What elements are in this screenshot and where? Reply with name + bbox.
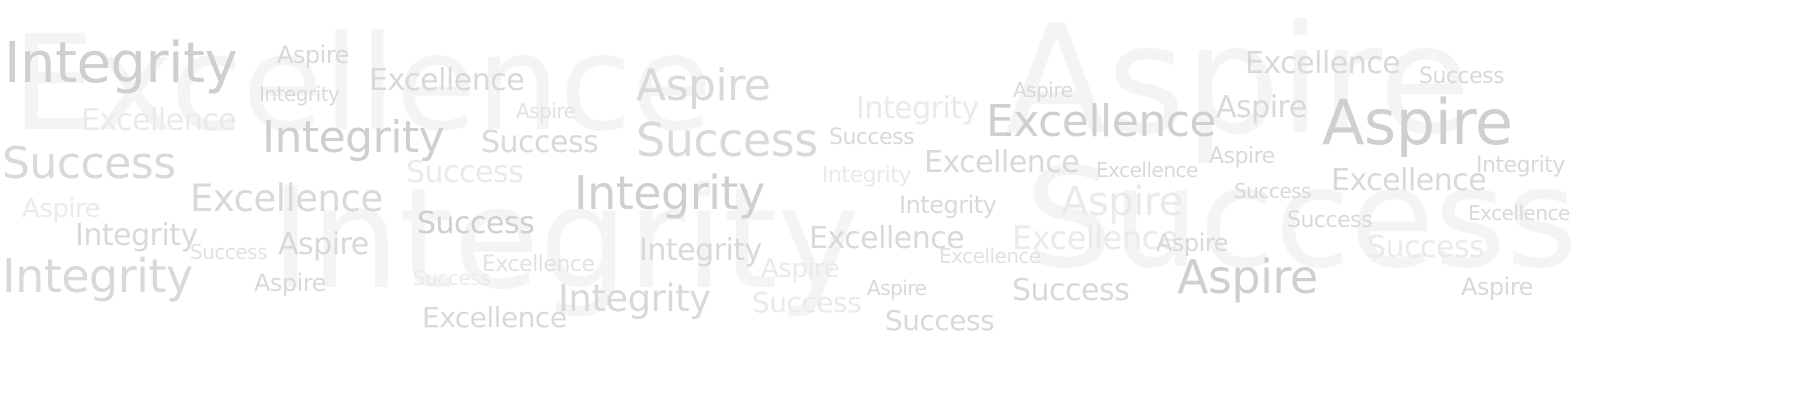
word-aspire: Aspire [22, 194, 101, 224]
word-success: Excellence [482, 252, 595, 277]
bg-word-success: Success [1025, 138, 1578, 299]
word-aspire: Excellence [1468, 201, 1570, 225]
word-integrity: Integrity [558, 277, 711, 320]
word-integrity: Aspire [1061, 179, 1183, 225]
word-integrity: Excellence [1012, 219, 1178, 257]
word-excellence: Aspire [867, 276, 927, 300]
word-success: Success [2, 138, 176, 189]
word-aspire: Success [413, 266, 491, 290]
word-success: Aspire [278, 227, 369, 262]
word-excellence: Aspire [254, 269, 326, 297]
word-aspire: Integrity [639, 233, 762, 268]
word-success: Excellence [809, 221, 965, 256]
word-success: Excellence [422, 301, 567, 334]
word-success: Integrity [75, 218, 198, 253]
word-aspire: Success [1234, 179, 1312, 203]
word-integrity: Success [481, 125, 599, 160]
word-integrity: Integrity [856, 91, 979, 126]
word-success: Integrity [1476, 153, 1565, 178]
word-excellence: Excellence [81, 103, 237, 138]
word-integrity: Success [190, 240, 268, 264]
word-success: Success [636, 113, 818, 167]
word-success: Aspire [1209, 144, 1275, 169]
word-aspire: Integrity [262, 112, 445, 163]
word-excellence: Aspire [1156, 229, 1228, 257]
word-aspire: Success [1012, 273, 1130, 308]
word-aspire: Aspire [1322, 86, 1513, 159]
word-integrity: Integrity [4, 31, 238, 96]
word-aspire: Aspire [1461, 273, 1533, 301]
word-success: Success [829, 125, 915, 150]
word-integrity: Excellence [1331, 163, 1487, 198]
word-excellence: Integrity [2, 249, 193, 303]
word-excellence: Excellence [986, 96, 1217, 147]
word-success: Success [1287, 208, 1373, 233]
word-aspire: Aspire [1013, 78, 1073, 102]
word-excellence: Success [1367, 230, 1485, 265]
word-success: Aspire [1177, 250, 1318, 304]
word-integrity: Integrity [259, 82, 340, 106]
bg-word-integrity: Integrity [270, 158, 860, 321]
word-aspire: Success [406, 155, 524, 190]
word-integrity: Integrity [899, 191, 997, 219]
word-excellence: Success [417, 206, 535, 241]
bg-word-excellence: Excellence [12, 7, 713, 161]
word-success: Success [885, 304, 995, 337]
word-aspire: Aspire [636, 60, 771, 111]
word-excellence: Excellence [190, 177, 383, 220]
word-integrity: Excellence [1096, 158, 1198, 182]
word-aspire: Aspire [516, 99, 576, 123]
word-excellence: Excellence [924, 145, 1080, 180]
word-success: Success [1419, 64, 1505, 89]
word-excellence: Excellence [1245, 46, 1401, 81]
word-aspire: Aspire [277, 41, 349, 69]
word-aspire: Aspire [1216, 90, 1307, 125]
word-aspire: Excellence [939, 244, 1041, 268]
bg-word-aspire: Aspire [1005, 0, 1471, 168]
word-excellence: Excellence [369, 63, 525, 98]
word-excellence: Integrity [574, 166, 765, 220]
word-integrity: Integrity [822, 163, 911, 188]
word-aspire: Success [752, 286, 862, 319]
word-integrity: Aspire [761, 254, 840, 284]
